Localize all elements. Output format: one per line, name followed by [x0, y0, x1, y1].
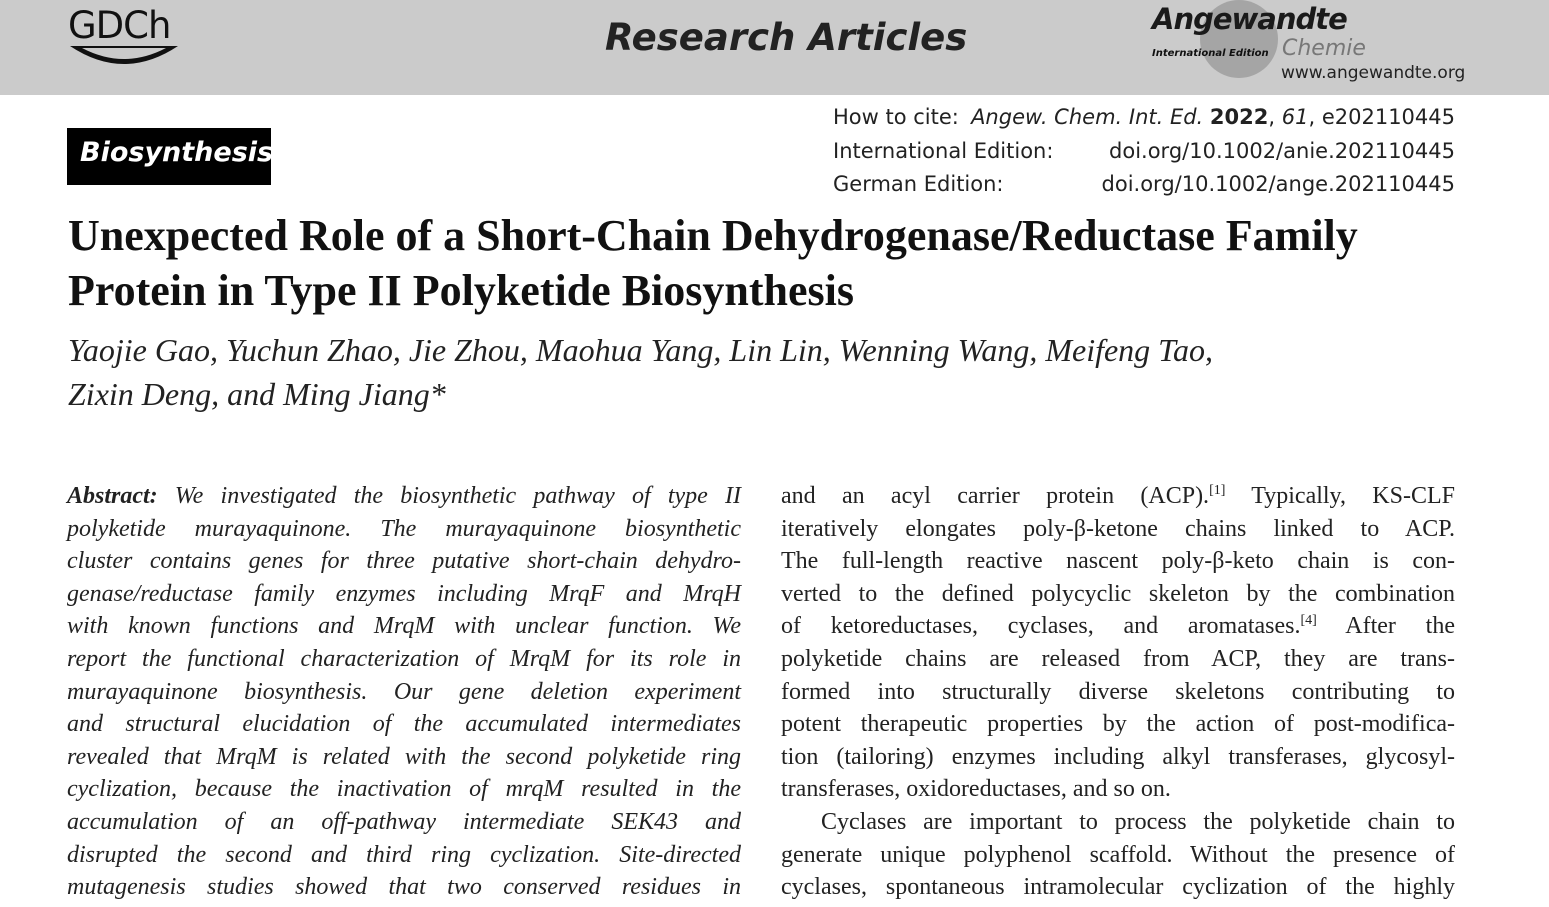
- body-text-seg: Typically, KS-CLF: [1225, 483, 1455, 509]
- abstract-line: report the functional characterization o…: [67, 645, 741, 672]
- body-line: tion (tailoring) enzymes including alkyl…: [781, 743, 1455, 770]
- citation: Angew. Chem. Int. Ed. 2022, 61, e2021104…: [971, 105, 1455, 129]
- german-edition: German Edition: doi.org/10.1002/ange.202…: [833, 172, 1455, 196]
- reference-link[interactable]: [1]: [1209, 483, 1226, 498]
- authors: Yaojie Gao, Yuchun Zhao, Jie Zhou, Maohu…: [68, 328, 1213, 416]
- body-line: generate unique polyphenol scaffold. Wit…: [781, 841, 1455, 868]
- intl-label: International Edition:: [833, 139, 1054, 163]
- body-line: and an acyl carrier protein (ACP).[1] Ty…: [781, 480, 1455, 513]
- section-heading: Research Articles: [605, 16, 968, 59]
- authors-line: Zixin Deng, and Ming Jiang*: [68, 376, 446, 412]
- german-doi-link[interactable]: doi.org/10.1002/ange.202110445: [1101, 172, 1455, 196]
- citation-volume: 61: [1281, 105, 1309, 129]
- body-text: and an acyl carrier protein (ACP).[1] Ty…: [781, 480, 1455, 904]
- journal-website[interactable]: www.angewandte.org: [1281, 63, 1466, 83]
- article-title: Unexpected Role of a Short-Chain Dehydro…: [68, 208, 1468, 318]
- abstract-line: murayaquinone biosynthesis. Our gene del…: [67, 678, 741, 705]
- german-label: German Edition:: [833, 172, 1004, 196]
- citation-year: 2022: [1209, 105, 1269, 129]
- body-line: polyketide chains are released from ACP,…: [781, 645, 1455, 672]
- abstract-line: genase/reductase family enzymes includin…: [67, 580, 741, 607]
- abstract-line: disrupted the second and third ring cycl…: [67, 841, 741, 868]
- topic-badge: Biosynthesis: [67, 128, 273, 185]
- how-to-cite-label: How to cite:: [833, 105, 959, 129]
- abstract-line: mutagenesis studies showed that two cons…: [67, 874, 741, 901]
- journal-logo-sub: Chemie: [1282, 36, 1366, 61]
- journal-logo-name: Angewandte: [1152, 2, 1348, 36]
- gdch-logo-arc: [70, 46, 178, 64]
- title-line: Protein in Type II Polyketide Biosynthes…: [68, 266, 854, 315]
- journal-logo-circle: [1200, 0, 1278, 78]
- citation-id: e202110445: [1321, 105, 1455, 129]
- abstract-text: We investigated the biosynthetic pathway…: [157, 483, 741, 509]
- body-line: of ketoreductases, cyclases, and aromata…: [781, 610, 1455, 643]
- body-text-seg: After the: [1316, 613, 1455, 640]
- international-edition: International Edition: doi.org/10.1002/a…: [833, 139, 1455, 163]
- abstract-line: and structural elucidation of the accumu…: [67, 711, 741, 738]
- body-text-seg: of ketoreductases, cyclases, and aromata…: [781, 613, 1301, 640]
- reference-link[interactable]: [4]: [1300, 613, 1317, 629]
- body-line: The full-length reactive nascent poly-β-…: [781, 548, 1455, 575]
- abstract-label: Abstract:: [67, 483, 158, 509]
- body-line: transferases, oxidoreductases, and so on…: [781, 776, 1171, 803]
- abstract-line: cluster contains genes for three putativ…: [67, 548, 741, 575]
- abstract-line: revealed that MrqM is related with the s…: [67, 743, 741, 770]
- how-to-cite: How to cite: Angew. Chem. Int. Ed. 2022,…: [833, 105, 1455, 129]
- abstract-line: Abstract: We investigated the biosynthet…: [67, 480, 741, 513]
- body-line: formed into structurally diverse skeleto…: [781, 678, 1455, 705]
- body-line: cyclases, spontaneous intramolecular cyc…: [781, 874, 1455, 901]
- body-line: verted to the defined polycyclic skeleto…: [781, 580, 1455, 607]
- body-line: Cyclases are important to process the po…: [821, 808, 1455, 835]
- citation-journal: Angew. Chem. Int. Ed.: [971, 105, 1204, 129]
- abstract-line: accumulation of an off-pathway intermedi…: [67, 808, 741, 835]
- body-line: iteratively elongates poly-β-ketone chai…: [781, 515, 1455, 542]
- journal-header: GDCh Research Articles Angewandte Intern…: [0, 0, 1549, 95]
- abstract: Abstract: We investigated the biosynthet…: [67, 480, 741, 904]
- title-line: Unexpected Role of a Short-Chain Dehydro…: [68, 211, 1358, 260]
- abstract-line: with known functions and MrqM with uncle…: [67, 613, 741, 640]
- body-text-seg: and an acyl carrier protein (ACP).: [781, 483, 1210, 509]
- authors-line: Yaojie Gao, Yuchun Zhao, Jie Zhou, Maohu…: [68, 332, 1214, 368]
- gdch-logo: GDCh: [68, 4, 171, 47]
- journal-logo-edition: International Edition: [1152, 48, 1269, 59]
- body-line: potent therapeutic properties by the act…: [781, 711, 1455, 738]
- intl-doi-link[interactable]: doi.org/10.1002/anie.202110445: [1109, 139, 1455, 163]
- abstract-line: cyclization, because the inactivation of…: [67, 776, 741, 803]
- abstract-line: polyketide murayaquinone. The murayaquin…: [67, 515, 741, 542]
